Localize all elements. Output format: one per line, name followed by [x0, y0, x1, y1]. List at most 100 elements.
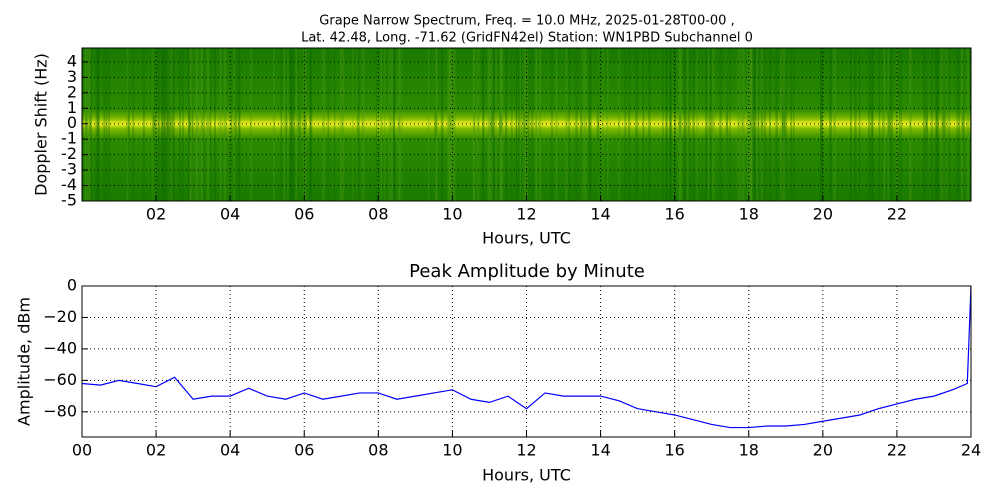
spectrogram-texture [527, 48, 530, 201]
spectrogram-texture [867, 48, 870, 201]
spectrogram-texture [288, 48, 292, 201]
spectrogram-texture [686, 48, 689, 201]
spectrogram-texture [883, 48, 886, 201]
spectrogram-texture [705, 48, 708, 201]
spectrogram-texture [172, 48, 175, 201]
spectrogram-texture [523, 48, 526, 201]
spectrogram-texture [499, 48, 502, 201]
spectrogram-texture [89, 48, 93, 201]
x-axis-label: Hours, UTC [482, 229, 571, 248]
x-axis-label: Hours, UTC [482, 466, 571, 485]
spectrogram-texture [200, 48, 204, 201]
spectrogram-texture [154, 48, 156, 201]
spectrogram-texture [188, 48, 192, 201]
x-tick-label: 16 [664, 205, 684, 224]
spectrogram-texture [151, 48, 155, 201]
spectrogram-texture [84, 48, 86, 201]
spectrogram-texture [192, 48, 194, 201]
spectrogram-texture [887, 48, 890, 201]
spectrogram-texture [285, 48, 288, 201]
spectrogram-texture [719, 48, 722, 201]
spectrogram-texture [85, 48, 89, 201]
spectrogram-texture [380, 48, 383, 201]
spectrogram-texture [858, 48, 861, 201]
spectrogram-texture [960, 48, 963, 201]
spectrogram-texture [356, 48, 359, 201]
spectrogram-texture [223, 48, 227, 201]
spectrogram-texture [273, 48, 276, 201]
spectrogram-texture [679, 48, 682, 201]
spectrogram-texture [669, 48, 672, 201]
spectrogram-texture [164, 48, 167, 201]
spectrogram-texture [742, 48, 745, 201]
spectrogram-texture [780, 48, 783, 201]
spectrogram-texture [662, 48, 664, 201]
spectrogram-texture [729, 48, 731, 201]
spectrogram-texture [850, 48, 852, 201]
spectrogram-texture [749, 48, 752, 201]
spectrogram-texture [678, 48, 682, 201]
x-tick-label: 22 [887, 205, 907, 224]
spectrogram-texture [489, 48, 493, 201]
spectrogram-texture [158, 48, 160, 201]
spectrogram-texture [384, 48, 386, 201]
x-tick-label: 20 [813, 205, 833, 224]
spectrogram-texture [472, 48, 475, 201]
x-tick-label: 10 [442, 441, 462, 460]
x-tick-label: 14 [590, 441, 610, 460]
spectrogram-texture [588, 48, 590, 201]
spectrogram-texture [899, 48, 901, 201]
spectrogram-texture [555, 48, 558, 201]
y-tick-label: -1 [61, 129, 77, 148]
spectrogram-texture [447, 48, 449, 201]
spectrogram-texture [397, 48, 400, 201]
spectrogram-texture [163, 48, 166, 201]
spectrogram-texture [760, 48, 764, 201]
spectrogram-texture [523, 48, 526, 201]
spectrogram-texture [519, 48, 521, 201]
spectrogram-texture [871, 48, 874, 201]
spectrogram-texture [942, 48, 946, 201]
spectrogram-texture [88, 48, 91, 201]
spectrogram-texture [103, 48, 106, 201]
spectrogram-texture [95, 48, 99, 201]
spectrogram-texture [935, 48, 938, 201]
spectrogram-texture [302, 48, 304, 201]
spectrogram-texture [750, 48, 754, 201]
spectrogram-texture [521, 48, 523, 201]
x-tick-label: 08 [368, 441, 388, 460]
spectrogram-texture [679, 48, 681, 201]
spectrogram-texture [491, 48, 494, 201]
spectrogram-texture [448, 48, 451, 201]
spectrogram-texture [491, 48, 495, 201]
spectrogram-texture [501, 48, 504, 201]
spectrogram-texture [910, 48, 912, 201]
spectrogram-texture [390, 48, 394, 201]
spectrogram-texture [401, 48, 403, 201]
y-tick-label: −40 [43, 338, 77, 357]
spectrogram-texture [157, 48, 159, 201]
spectrogram-texture [890, 48, 893, 201]
spectrogram-texture [286, 48, 289, 201]
x-tick-label: 00 [72, 441, 92, 460]
spectrogram-texture [962, 48, 965, 201]
spectrogram-texture [596, 48, 600, 201]
spectrogram-texture [648, 48, 651, 201]
spectrogram-texture [161, 48, 164, 201]
spectrogram-texture [580, 48, 583, 201]
spectrogram-texture [214, 48, 216, 201]
y-tick-label: 4 [67, 51, 77, 70]
spectrogram-texture [790, 48, 793, 201]
spectrogram-texture [746, 48, 749, 201]
spectrogram-texture [189, 48, 192, 201]
spectrogram-texture [239, 48, 241, 201]
spectrogram-texture [636, 48, 638, 201]
x-tick-label: 18 [739, 441, 759, 460]
spectrogram-texture [85, 48, 87, 201]
spectrogram-texture [230, 48, 232, 201]
spectrogram-texture [784, 48, 787, 201]
spectrogram-texture [962, 48, 965, 201]
spectrogram-texture [435, 48, 438, 201]
spectrogram-texture [499, 48, 503, 201]
spectrogram-texture [361, 48, 365, 201]
